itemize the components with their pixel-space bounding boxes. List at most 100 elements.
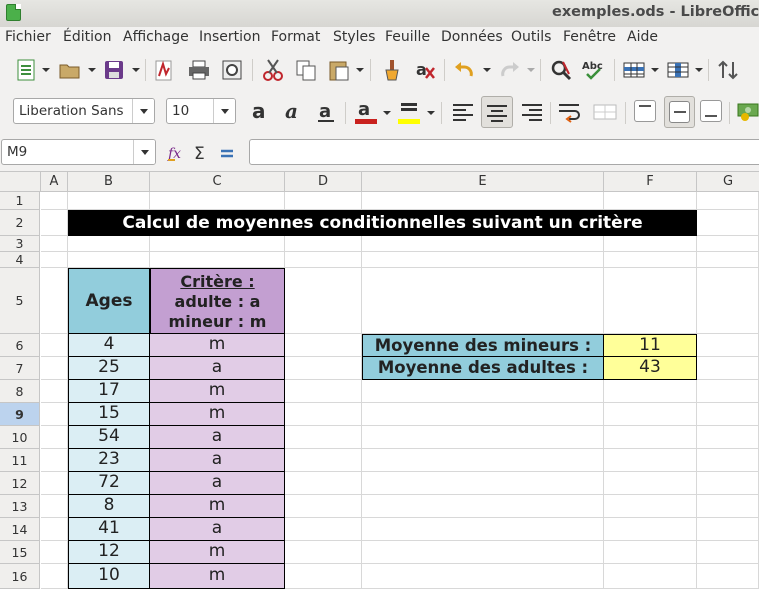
find-replace-icon[interactable] (549, 58, 573, 82)
grid-cell[interactable] (604, 236, 697, 252)
grid-cell[interactable] (285, 495, 362, 518)
grid-cell[interactable] (285, 541, 362, 564)
bold-icon[interactable]: a (250, 100, 272, 124)
grid-cell[interactable] (604, 518, 697, 541)
export-pdf-icon[interactable] (153, 59, 175, 81)
align-bottom-icon[interactable] (700, 100, 722, 122)
grid-cell[interactable] (362, 268, 604, 334)
grid-cell[interactable] (604, 403, 697, 426)
grid-cell[interactable] (68, 236, 150, 252)
center-vertically-active[interactable] (664, 96, 695, 128)
grid-cell[interactable] (285, 192, 362, 210)
grid-cell[interactable] (697, 449, 759, 472)
value-avg-minors[interactable]: 11 (604, 334, 697, 357)
open-dropdown-icon[interactable] (88, 68, 96, 72)
grid-cell[interactable] (285, 518, 362, 541)
formula-input[interactable] (249, 139, 759, 165)
criteria-cell[interactable]: a (150, 426, 285, 449)
clone-formatting-icon[interactable] (381, 58, 403, 82)
font-name-dropdown-icon[interactable] (132, 99, 154, 123)
row-header[interactable]: 14 (0, 518, 40, 541)
criteria-cell[interactable]: a (150, 357, 285, 380)
grid-cell[interactable] (41, 252, 68, 268)
grid-cell[interactable] (697, 236, 759, 252)
grid-cell[interactable] (41, 564, 68, 589)
grid-cell[interactable] (41, 518, 68, 541)
column-header-b[interactable]: B (68, 172, 150, 192)
grid-cell[interactable] (697, 518, 759, 541)
row-header[interactable]: 6 (0, 334, 40, 357)
center-vertically-icon[interactable] (669, 101, 690, 123)
grid-cell[interactable] (41, 495, 68, 518)
sheet-title[interactable]: Calcul de moyennes conditionnelles suiva… (68, 210, 697, 236)
grid-cell[interactable] (362, 449, 604, 472)
criteria-cell[interactable]: m (150, 495, 285, 518)
name-box-dropdown-icon[interactable] (133, 140, 155, 164)
row-dropdown-icon[interactable] (651, 68, 659, 72)
grid-cell[interactable] (697, 403, 759, 426)
row-header[interactable]: 16 (0, 564, 40, 589)
select-all-corner[interactable] (0, 172, 41, 192)
grid-cell[interactable] (697, 268, 759, 334)
font-color-icon[interactable]: a (354, 98, 380, 126)
grid-cell[interactable] (150, 192, 285, 210)
grid-cell[interactable] (150, 236, 285, 252)
grid-cell[interactable] (285, 426, 362, 449)
align-top-icon[interactable] (634, 100, 656, 122)
save-dropdown-icon[interactable] (132, 68, 140, 72)
grid-cell[interactable] (68, 192, 150, 210)
align-right-icon[interactable] (520, 101, 544, 123)
grid-cell[interactable] (285, 380, 362, 403)
grid-cell[interactable] (362, 518, 604, 541)
print-icon[interactable] (187, 59, 211, 81)
merge-cells-icon[interactable] (592, 100, 618, 124)
criteria-cell[interactable]: m (150, 380, 285, 403)
grid-cell[interactable] (285, 357, 362, 380)
row-header[interactable]: 11 (0, 449, 40, 472)
align-center-icon[interactable] (482, 97, 512, 127)
row-header[interactable]: 15 (0, 541, 40, 564)
grid-cell[interactable] (285, 564, 362, 589)
name-box[interactable]: M9 (1, 139, 156, 165)
grid-cell[interactable] (285, 472, 362, 495)
row-header[interactable]: 1 (0, 192, 40, 210)
open-folder-icon[interactable] (58, 59, 82, 81)
grid-cell[interactable] (362, 252, 604, 268)
grid-cell[interactable] (697, 426, 759, 449)
criteria-cell[interactable]: m (150, 541, 285, 564)
age-cell[interactable]: 15 (68, 403, 150, 426)
grid-cell[interactable] (604, 252, 697, 268)
grid-cell[interactable] (604, 426, 697, 449)
grid-cell[interactable] (604, 380, 697, 403)
age-cell[interactable]: 17 (68, 380, 150, 403)
grid-cell[interactable] (697, 472, 759, 495)
row-header[interactable]: 9 (0, 403, 40, 426)
row-header[interactable]: 13 (0, 495, 40, 518)
age-cell[interactable]: 10 (68, 564, 150, 589)
row-header[interactable]: 4 (0, 252, 40, 268)
label-avg-minors[interactable]: Moyenne des mineurs : (362, 334, 604, 357)
undo-dropdown-icon[interactable] (483, 68, 491, 72)
new-document-icon[interactable] (16, 58, 38, 82)
grid-cell[interactable] (41, 236, 68, 252)
grid-cell[interactable] (604, 564, 697, 589)
row-icon[interactable] (622, 59, 646, 81)
grid-cell[interactable] (604, 541, 697, 564)
column-header-e[interactable]: E (362, 172, 604, 192)
grid-cell[interactable] (285, 236, 362, 252)
criteria-cell[interactable]: a (150, 449, 285, 472)
grid-cell[interactable] (41, 426, 68, 449)
grid-cell[interactable] (285, 403, 362, 426)
age-cell[interactable]: 25 (68, 357, 150, 380)
clear-formatting-icon[interactable]: a (414, 58, 438, 82)
age-cell[interactable]: 72 (68, 472, 150, 495)
column-header-c[interactable]: C (150, 172, 285, 192)
criteria-cell[interactable]: m (150, 564, 285, 589)
grid-cell[interactable] (604, 192, 697, 210)
grid-cell[interactable] (362, 426, 604, 449)
grid-cell[interactable] (285, 449, 362, 472)
align-left-icon[interactable] (451, 101, 475, 123)
label-avg-adults[interactable]: Moyenne des adultes : (362, 357, 604, 380)
grid-cell[interactable] (285, 252, 362, 268)
column-header-a[interactable]: A (41, 172, 68, 192)
